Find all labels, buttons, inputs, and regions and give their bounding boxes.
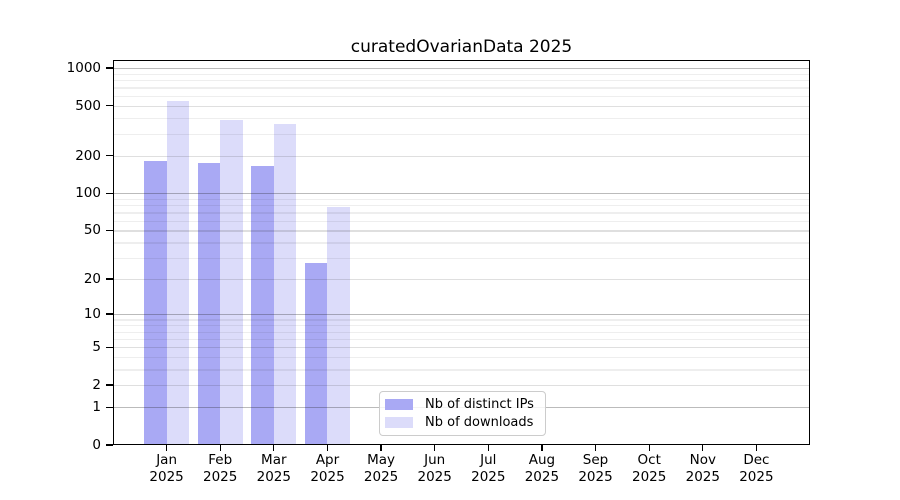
gridline-800: [113, 80, 810, 82]
y-tick-20: [106, 278, 113, 280]
x-tick-label-3: Apr 2025: [310, 452, 345, 485]
y-tick-label-1000: 1000: [66, 60, 101, 76]
bar-distinct-ips-0: [144, 161, 167, 445]
bar-downloads-2: [273, 124, 297, 445]
x-tick-label-7: Aug 2025: [524, 452, 560, 485]
x-tick-11: [755, 445, 758, 451]
y-tick-label-1: 1: [92, 399, 101, 416]
x-tick-label-0: Jan 2025: [149, 452, 184, 485]
y-tick-1000: [106, 67, 113, 69]
y-tick-200: [106, 154, 113, 157]
x-tick-9: [648, 445, 650, 451]
y-tick-500: [106, 105, 113, 107]
chart-title: curatedOvarianData 2025: [350, 37, 573, 57]
legend-swatch-distinct-ips: [385, 398, 413, 411]
x-tick-10: [702, 445, 704, 451]
x-tick-label-9: Oct 2025: [632, 452, 667, 485]
gridline-300: [113, 133, 810, 135]
gridline-400: [113, 117, 810, 120]
y-tick-1: [106, 406, 113, 408]
plot-area: [113, 60, 810, 445]
x-tick-label-1: Feb 2025: [203, 452, 238, 485]
x-tick-label-2: Mar 2025: [256, 452, 291, 485]
y-tick-label-0: 0: [92, 437, 101, 453]
x-tick-3: [326, 445, 329, 451]
x-tick-label-10: Nov 2025: [685, 452, 720, 485]
x-tick-4: [380, 445, 382, 451]
y-tick-label-10: 10: [83, 306, 101, 323]
y-tick-label-2: 2: [92, 377, 101, 393]
legend-item-distinct-ips: Nb of distinct IPs: [385, 397, 539, 412]
gridline-1000: [113, 68, 810, 70]
x-tick-0: [165, 445, 168, 451]
bar-downloads-0: [166, 101, 190, 445]
gridline-600: [113, 95, 810, 97]
gridline-700: [113, 87, 810, 89]
y-tick-label-5: 5: [92, 339, 101, 356]
y-tick-label-20: 20: [83, 270, 101, 287]
gridline-200: [113, 155, 810, 157]
x-tick-7: [541, 445, 543, 451]
y-tick-0: [106, 444, 113, 446]
x-tick-label-8: Sep 2025: [578, 452, 613, 485]
x-tick-label-11: Dec 2025: [739, 452, 774, 485]
bar-downloads-1: [220, 120, 243, 445]
y-tick-100: [106, 192, 113, 194]
legend-label-downloads: Nb of downloads: [425, 415, 534, 430]
bar-distinct-ips-1: [197, 162, 221, 445]
x-tick-1: [219, 445, 221, 451]
x-tick-label-4: May 2025: [363, 452, 399, 485]
gridline-500: [113, 105, 810, 107]
legend-label-distinct-ips: Nb of distinct IPs: [425, 397, 534, 412]
bar-distinct-ips-3: [304, 263, 328, 445]
x-tick-label-6: Jul 2025: [471, 452, 506, 485]
y-tick-5: [106, 346, 113, 348]
legend-item-downloads: Nb of downloads: [385, 415, 539, 430]
gridline-900: [113, 73, 810, 75]
x-tick-8: [594, 445, 597, 451]
y-tick-2: [106, 384, 113, 386]
y-tick-10: [106, 313, 113, 315]
x-tick-5: [434, 445, 436, 451]
y-tick-label-500: 500: [75, 97, 101, 114]
legend-swatch-downloads: [385, 416, 413, 429]
y-tick-label-50: 50: [83, 222, 101, 239]
y-tick-50: [106, 229, 113, 232]
y-tick-label-100: 100: [75, 185, 101, 202]
y-tick-label-200: 200: [75, 147, 101, 164]
legend: Nb of distinct IPs Nb of downloads: [379, 391, 546, 436]
bar-downloads-3: [327, 207, 351, 445]
x-tick-label-5: Jun 2025: [417, 452, 452, 485]
x-tick-6: [487, 445, 489, 451]
bar-distinct-ips-2: [251, 166, 274, 445]
x-tick-2: [273, 445, 275, 451]
